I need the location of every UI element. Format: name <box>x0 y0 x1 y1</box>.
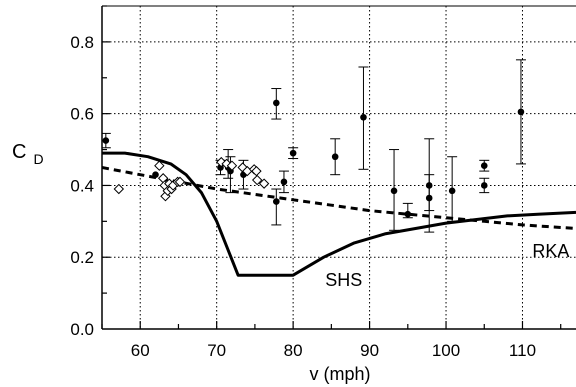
data-point <box>425 182 433 189</box>
data-point <box>425 194 433 202</box>
data-markers <box>102 99 525 218</box>
data-point <box>480 162 488 170</box>
y-axis-label-subscript: D <box>33 151 43 167</box>
tick-labels: 60 70 80 90 100 110 0.0 0.2 0.4 0.6 0.8 <box>70 33 536 360</box>
annotation-shs: SHS <box>325 270 362 290</box>
y-tick-label: 0.8 <box>70 33 94 52</box>
error-bars <box>102 59 526 233</box>
annotations: SHS RKA <box>325 241 569 290</box>
data-point <box>448 187 456 195</box>
plot-area <box>102 59 576 277</box>
x-tick-label: 80 <box>284 341 303 360</box>
data-point <box>390 187 398 195</box>
y-axis-label: C D <box>12 141 44 167</box>
x-tick-label: 60 <box>131 341 150 360</box>
data-point <box>480 182 488 189</box>
x-tick-label: 110 <box>509 341 536 360</box>
data-point <box>273 198 280 205</box>
data-point <box>517 108 525 116</box>
data-point <box>360 113 367 121</box>
axes <box>101 5 576 330</box>
diamond-point <box>154 160 165 171</box>
rka-curve <box>102 166 576 230</box>
grid <box>102 6 576 329</box>
y-tick-label: 0.4 <box>70 176 94 195</box>
diamond-point <box>226 160 238 171</box>
data-point <box>331 153 339 161</box>
diamond-point <box>113 183 125 195</box>
diamond-point <box>258 178 270 189</box>
x-tick-label: 70 <box>207 341 226 360</box>
data-point <box>280 178 288 186</box>
y-axis-label-main: C <box>12 141 26 163</box>
y-tick-label: 0.6 <box>70 105 94 124</box>
data-point <box>273 99 280 107</box>
y-tick-label: 0.0 <box>70 320 94 339</box>
diamond-point <box>251 174 263 186</box>
annotation-rka: RKA <box>532 241 569 261</box>
y-tick-label: 0.2 <box>70 248 94 267</box>
x-axis-label: v (mph) <box>309 364 370 384</box>
data-point <box>102 137 110 144</box>
diamond-point <box>251 165 262 177</box>
data-point <box>152 171 159 178</box>
x-tick-label: 100 <box>432 341 460 360</box>
data-point <box>289 149 297 157</box>
diamond-point <box>174 176 186 188</box>
data-point <box>404 210 412 218</box>
x-tick-label: 90 <box>360 341 379 360</box>
